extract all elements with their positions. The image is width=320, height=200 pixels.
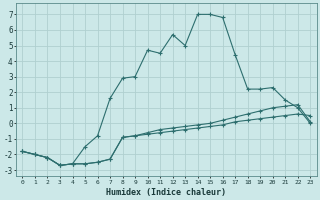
X-axis label: Humidex (Indice chaleur): Humidex (Indice chaleur) [106,188,226,197]
